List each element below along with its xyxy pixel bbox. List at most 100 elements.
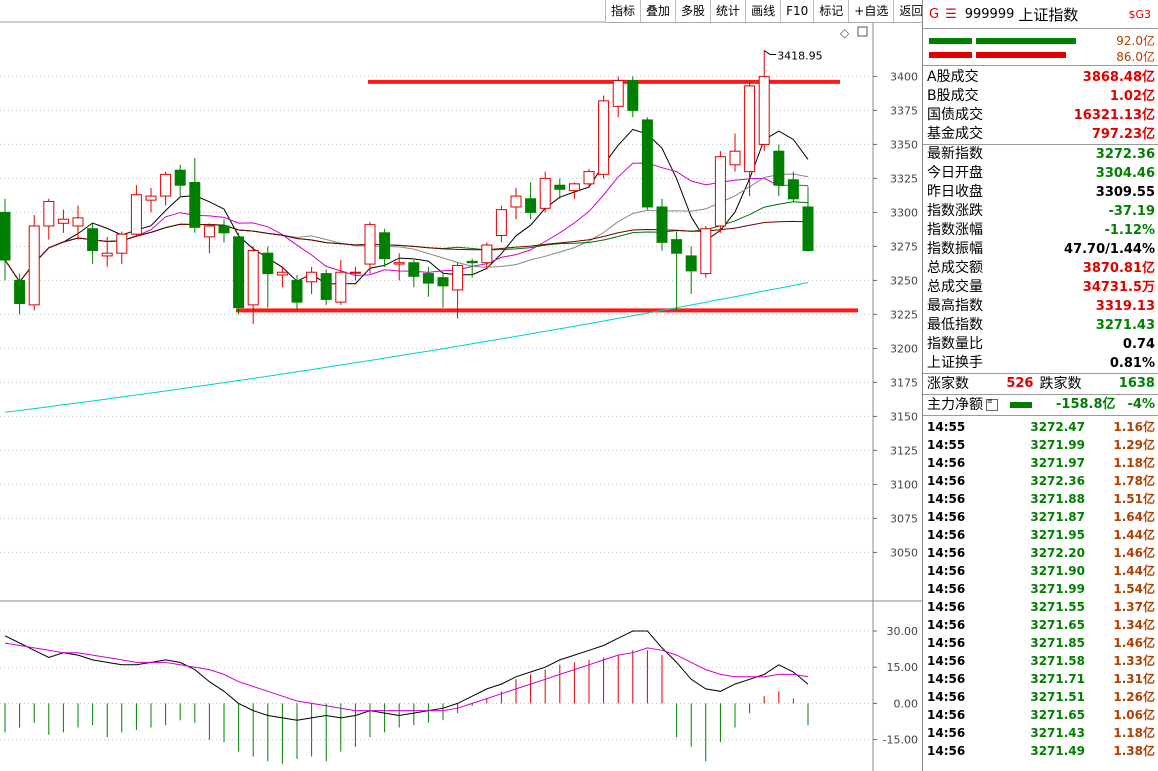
tick-price: 3271.97 [1030, 456, 1085, 470]
stat-row: 基金成交 797.23亿 [923, 125, 1158, 144]
stat-label: B股成交 [927, 88, 979, 104]
tick-time: 14:55 [927, 420, 966, 434]
stat-value: 3271.43 [1095, 318, 1155, 333]
overlay-button[interactable]: 叠加 [640, 0, 677, 22]
stat-row: 总成交额 3870.81亿 [923, 259, 1158, 278]
tick-list[interactable]: 14:55 3272.47 1.16亿 14:55 3271.99 1.29亿 14:56 3… [923, 416, 1158, 760]
candle-body-up [349, 271, 361, 274]
candle-body-up [539, 177, 551, 209]
tick-time: 14:56 [927, 546, 966, 560]
stat-row: 指数涨跌 -37.19 [923, 202, 1158, 221]
macd-tick-label: 15.00 [887, 661, 919, 674]
candle-body-down [787, 179, 799, 200]
stat-value: 3319.13 [1095, 299, 1155, 314]
tick-price: 3271.58 [1030, 654, 1085, 668]
tick-amount: 1.18亿 [1113, 456, 1155, 470]
multi-stock-button[interactable]: 多股 [675, 0, 712, 22]
tick-price: 3272.20 [1030, 546, 1085, 560]
tick-price: 3271.71 [1030, 672, 1085, 686]
tick-price: 3272.36 [1030, 474, 1085, 488]
candle-body-up [306, 271, 318, 283]
stat-value: -1.12% [1104, 223, 1156, 238]
price-tick-label: 3250 [890, 274, 918, 287]
sg-label[interactable]: $G3 [1128, 7, 1151, 21]
up-count-value: 526 [1006, 376, 1034, 391]
tick-price: 3272.47 [1030, 420, 1085, 434]
price-tick-label: 3225 [890, 308, 918, 321]
tick-row: 14:56 3271.65 1.34亿 [923, 616, 1158, 634]
g-label[interactable]: G [929, 6, 940, 22]
candle-body-down [641, 119, 653, 208]
candle-body-down [233, 236, 245, 309]
tick-time: 14:56 [927, 564, 966, 578]
add-watchlist-button[interactable]: +自选 [848, 0, 895, 22]
price-tick-label: 3075 [890, 512, 918, 525]
stat-row: A股成交 3868.48亿 [923, 68, 1158, 87]
stat-label: 基金成交 [927, 126, 983, 142]
candle-body-up [583, 171, 595, 185]
candle-body-up [160, 173, 172, 197]
tick-amount: 1.29亿 [1113, 438, 1155, 452]
candle-body-up [57, 218, 69, 224]
tick-time: 14:56 [927, 636, 966, 650]
tick-price: 3271.65 [1030, 618, 1085, 632]
macd-dif-line [4, 630, 809, 721]
candle-body-up [364, 224, 376, 265]
ma250-line [4, 282, 809, 413]
tick-row: 14:56 3272.20 1.46亿 [923, 544, 1158, 562]
candle-body-down [218, 225, 230, 234]
stat-value: 3304.46 [1095, 166, 1155, 181]
tick-price: 3271.43 [1030, 726, 1085, 740]
main-force-value: -158.8亿 [1056, 397, 1116, 412]
tick-time: 14:56 [927, 474, 966, 488]
tick-time: 14:56 [927, 726, 966, 740]
stat-label: 最低指数 [927, 317, 983, 333]
draw-line-button[interactable]: 画线 [745, 0, 782, 22]
quote-header: G ☰ 999999 上证指数 $G3 [923, 0, 1158, 29]
stat-label: 今日开盘 [927, 165, 983, 181]
candle-body-down [189, 181, 201, 228]
updown-row: 涨家数 526 跌家数 1638 [923, 374, 1158, 394]
tick-row: 14:56 3271.71 1.31亿 [923, 670, 1158, 688]
candle-body-down [773, 150, 785, 186]
candle-body-down [627, 79, 639, 111]
candle-body-up [247, 249, 259, 306]
stat-row: 总成交量 34731.5万 [923, 278, 1158, 297]
indicator-button[interactable]: 指标 [605, 0, 642, 22]
candle-body-down [408, 262, 420, 277]
tick-amount: 1.37亿 [1113, 600, 1155, 614]
candle-body-down [262, 252, 274, 275]
list-icon[interactable]: ≡ [986, 398, 998, 411]
chart-area[interactable]: 3050 3075 3100 3125 3150 3175 3200 3225 3250 3275… [0, 0, 922, 771]
statistics-button[interactable]: 统计 [710, 0, 747, 22]
candle-body-up [101, 252, 113, 257]
tick-amount: 1.31亿 [1113, 672, 1155, 686]
tick-amount: 1.78亿 [1113, 474, 1155, 488]
price-tick-label: 3275 [890, 240, 918, 253]
candle-body-down [802, 206, 814, 251]
stat-label: 昨日收盘 [927, 184, 983, 200]
flow-bars: 92.0亿 86.0亿 [923, 29, 1158, 66]
macd-dea-line [4, 642, 809, 712]
price-tick-label: 3175 [890, 376, 918, 389]
tick-time: 14:56 [927, 708, 966, 722]
stat-label: A股成交 [927, 69, 979, 85]
stat-value: 3870.81亿 [1082, 261, 1155, 276]
candle-body-down [0, 211, 11, 261]
candle-body-up [598, 100, 610, 175]
tick-row: 14:56 3271.87 1.64亿 [923, 508, 1158, 526]
candle-body-up [700, 228, 712, 275]
tick-price: 3271.55 [1030, 600, 1085, 614]
candle-body-down [671, 239, 683, 254]
ma60-line [4, 220, 809, 283]
stat-label: 指数振幅 [927, 241, 983, 257]
mark-button[interactable]: 标记 [813, 0, 850, 22]
back-button[interactable]: 返回 [893, 0, 930, 22]
tick-amount: 1.46亿 [1113, 546, 1155, 560]
tick-row: 14:56 3271.49 1.38亿 [923, 742, 1158, 760]
f10-button[interactable]: F10 [780, 0, 815, 22]
down-count-value: 1638 [1118, 376, 1155, 391]
main-force-pct: -4% [1127, 397, 1155, 412]
candle-body-up [568, 183, 580, 192]
menu-icon[interactable]: ☰ [945, 6, 957, 22]
